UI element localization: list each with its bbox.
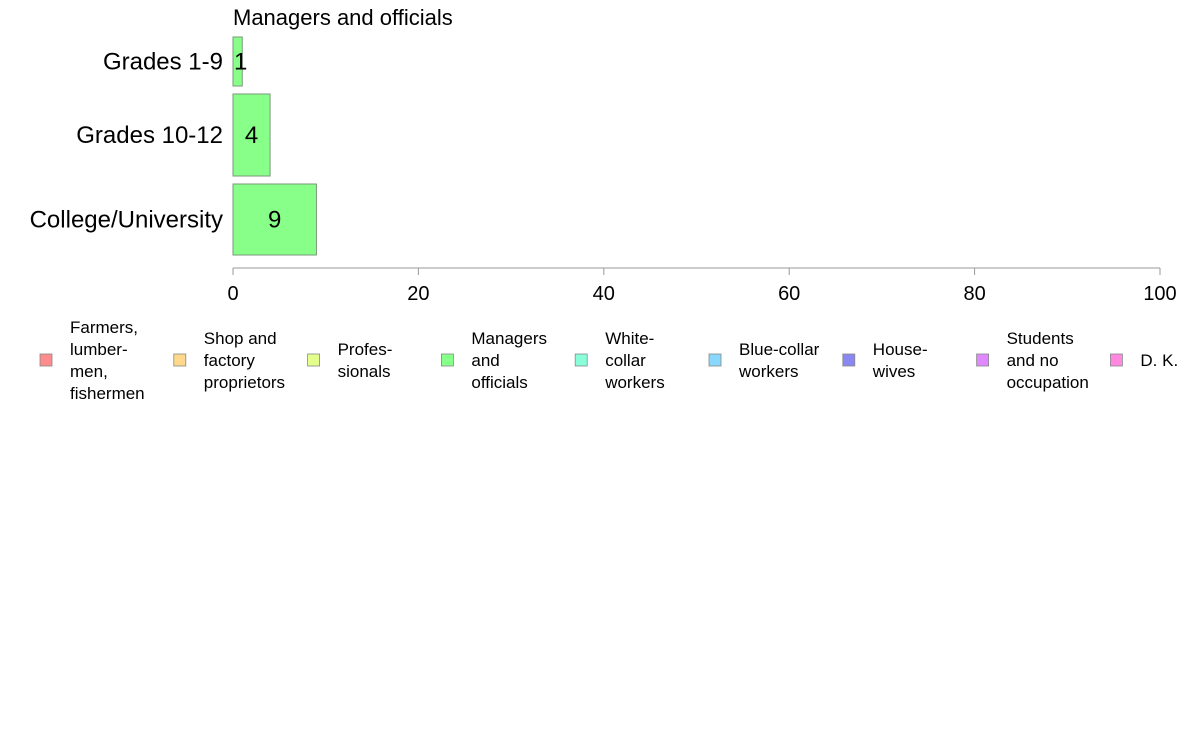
legend-item-label: Blue-collar workers <box>738 340 820 381</box>
legend-item-label: House-wives <box>872 340 928 381</box>
legend-item-line: Managers <box>471 329 547 348</box>
legend-swatch <box>307 353 321 367</box>
legend-item-line: Students <box>1007 329 1074 348</box>
legend-item-line: lumber- <box>70 340 128 359</box>
legend-swatch <box>574 353 588 367</box>
legend-item-line: proprietors <box>204 373 285 392</box>
legend-swatch <box>39 353 53 367</box>
chart-title: Managers and officials <box>233 5 453 30</box>
category-label: Grades 10-12 <box>76 122 223 149</box>
legend-item-line: Shop and <box>204 329 277 348</box>
legend-item-line: wives <box>872 362 916 381</box>
legend-item-line: workers <box>604 373 665 392</box>
legend-item-label: Managers and officials <box>471 329 547 392</box>
x-tick-label: 20 <box>407 283 429 305</box>
category-label: Grades 1-9 <box>103 49 223 76</box>
legend: Farmers, lumber-men, fishermen Shop and fact… <box>39 318 1178 403</box>
legend-swatch <box>440 353 454 367</box>
legend-item-line: House- <box>873 340 928 359</box>
value-label: 9 <box>268 207 281 234</box>
legend-swatch <box>976 353 989 367</box>
value-label: 1 <box>234 49 247 76</box>
x-tick-label: 40 <box>593 283 615 305</box>
legend-item-line: Farmers, <box>70 318 138 337</box>
legend-item-line: workers <box>738 362 799 381</box>
legend-item-line: Profes- <box>338 340 393 359</box>
bar <box>232 93 271 177</box>
legend-item-label: Students and no occupation <box>1007 329 1089 392</box>
legend-item-label: Farmers, lumber-men, fishermen <box>70 318 145 403</box>
legend-item-line: D. K. <box>1140 351 1178 370</box>
bar <box>232 36 243 87</box>
bars-group: Grades 1-9 1 Grades 10-12 4 College/Universi… <box>30 36 317 256</box>
legend-swatch <box>173 353 187 367</box>
value-label: 4 <box>245 122 258 149</box>
x-tick-label: 0 <box>227 283 238 305</box>
legend-swatch <box>1110 353 1123 367</box>
x-axis: 0 20 40 60 80 100 <box>227 267 1177 305</box>
legend-item-label: Shop and factory proprietors <box>204 329 285 392</box>
bar <box>232 183 317 256</box>
legend-swatch <box>708 353 722 367</box>
legend-item-line: and no <box>1007 351 1059 370</box>
legend-item-line: fishermen <box>70 384 145 403</box>
x-tick-label: 80 <box>963 283 985 305</box>
legend-item-line: and <box>471 351 499 370</box>
legend-swatch <box>842 353 856 367</box>
legend-item-label: D. K. <box>1140 351 1178 370</box>
x-tick-label: 100 <box>1143 283 1176 305</box>
legend-item-label: White-collar workers <box>604 329 665 392</box>
legend-item-line: officials <box>471 373 527 392</box>
legend-item-line: men, <box>70 362 108 381</box>
legend-item-line: White- <box>605 329 654 348</box>
x-tick-label: 60 <box>778 283 800 305</box>
legend-item-line: Blue-collar <box>739 340 820 359</box>
legend-item-line: occupation <box>1007 373 1089 392</box>
legend-item-label: Profes-sionals <box>338 340 393 381</box>
legend-item-line: sionals <box>338 362 391 381</box>
category-label: College/University <box>30 207 223 234</box>
legend-item-line: collar <box>605 351 646 370</box>
legend-item-line: factory <box>204 351 256 370</box>
